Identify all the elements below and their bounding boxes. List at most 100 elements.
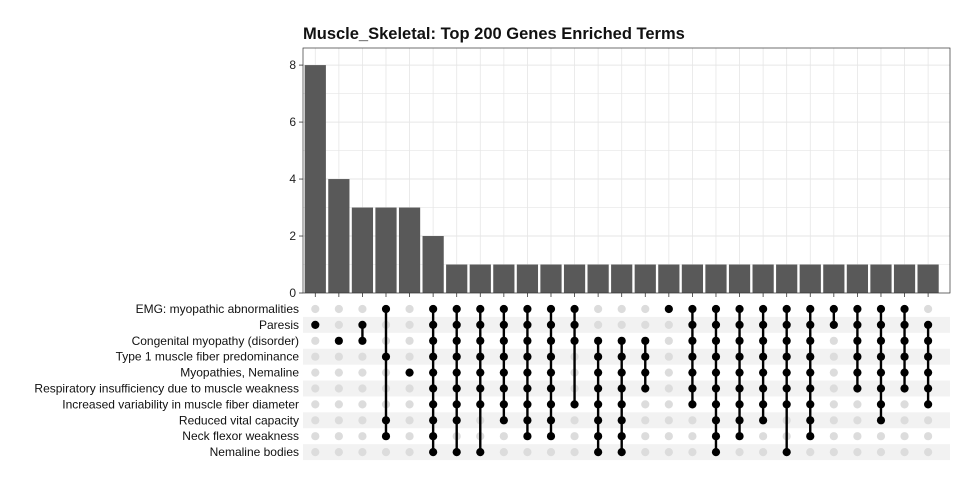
matrix-dot-inactive [405,384,414,393]
set-label: Paresis [259,318,299,332]
matrix-dot-inactive [334,352,343,361]
set-label: Increased variability in muscle fiber di… [62,397,299,411]
bar [870,264,892,293]
matrix-dot-active [853,384,862,393]
matrix-dot-active [476,352,485,361]
matrix-dot-active [499,416,508,425]
matrix-dot-active [876,384,886,393]
bar [611,264,633,293]
matrix-dot-inactive [876,432,886,441]
matrix-dot-active [688,304,697,314]
matrix-dot-active [476,448,485,457]
matrix-dot-active [570,320,579,329]
matrix-dot-active [900,352,909,361]
matrix-dot-inactive [664,384,673,393]
matrix-dot-active [759,400,768,409]
matrix-dot-active [476,400,485,409]
y-tick-label: 0 [289,286,296,300]
matrix-dot-active [570,400,579,409]
matrix-dot-active [759,416,768,425]
matrix-dot-inactive [546,448,556,457]
matrix-dot-inactive [405,448,414,457]
bar [917,264,939,293]
matrix-dot-active [759,320,768,329]
bar [422,236,444,293]
matrix-dot-inactive [358,432,367,441]
y-tick-label: 4 [289,172,296,186]
matrix-dot-active [711,320,721,329]
matrix-dot-active [688,352,697,361]
matrix-dot-active [429,400,438,409]
bar [398,207,421,293]
matrix-dot-inactive [311,368,320,377]
bar [304,65,326,294]
matrix-dot-active [806,368,815,377]
matrix-dot-active [594,432,603,441]
matrix-dot-active [476,384,485,393]
matrix-dot-active [924,368,933,377]
matrix-dot-inactive [405,320,414,329]
matrix-stripe [303,444,950,461]
matrix-dot-inactive [688,448,697,457]
matrix-dot-active [806,304,815,314]
matrix-dot-active [806,352,815,361]
matrix-dot-inactive [829,368,838,377]
matrix-dot-inactive [876,448,886,457]
matrix-dot-inactive [358,416,367,425]
matrix-dot-inactive [570,416,579,425]
matrix-dot-active [641,336,650,345]
matrix-dot-inactive [499,432,508,441]
matrix-dot-active [499,384,508,393]
matrix-dot-active [924,400,933,409]
matrix-dot-active [711,304,721,314]
matrix-dot-inactive [924,416,933,425]
matrix-stripe [303,412,950,429]
matrix-dot-inactive [405,432,414,441]
matrix-dot-active [759,352,768,361]
matrix-dot-active [617,352,626,361]
matrix-dot-active [499,352,508,361]
matrix-dot-inactive [829,432,838,441]
matrix-dot-inactive [853,432,862,441]
matrix-dot-inactive [664,352,673,361]
y-axis: 0 2 4 6 8 [289,58,303,300]
matrix-dot-inactive [900,448,909,457]
matrix-dot-inactive [311,448,320,457]
matrix-dot-active [617,336,626,345]
matrix-dot-inactive [664,448,673,457]
matrix-dot-active [900,368,909,377]
bar [658,264,680,293]
matrix-dot-active [688,320,697,329]
matrix-dot-inactive [853,400,862,409]
matrix-dot-inactive [334,384,343,393]
matrix-dot-active [452,304,461,314]
matrix-dot-inactive [311,336,320,345]
matrix-dot-active [452,320,461,329]
matrix-dot-inactive [664,368,673,377]
matrix-dot-inactive [900,416,909,425]
bar [846,264,869,293]
matrix-dot-active [523,352,532,361]
matrix-dot-active [429,352,438,361]
matrix-dot-active [334,336,343,345]
matrix-dot-active [900,320,909,329]
matrix-dot-inactive [759,432,768,441]
matrix-dot-active [853,304,862,314]
matrix-dot-active [381,352,391,361]
matrix-dot-inactive [829,400,838,409]
matrix-dot-active [523,368,532,377]
matrix-dot-active [617,416,626,425]
matrix-dot-active [617,368,626,377]
matrix-dot-active [782,320,791,329]
set-label: Neck flexor weakness [182,429,299,443]
matrix-dot-inactive [664,336,673,345]
set-label: Myopathies, Nemaline [180,366,299,380]
matrix-dot-inactive [806,448,815,457]
matrix-stripe [303,348,950,365]
bar [799,264,821,293]
matrix-dot-active [782,368,791,377]
y-tick-label: 8 [289,58,296,72]
matrix-dot-active [782,352,791,361]
matrix-dot-active [476,304,485,314]
set-label: EMG: myopathic abnormalities [136,302,299,316]
